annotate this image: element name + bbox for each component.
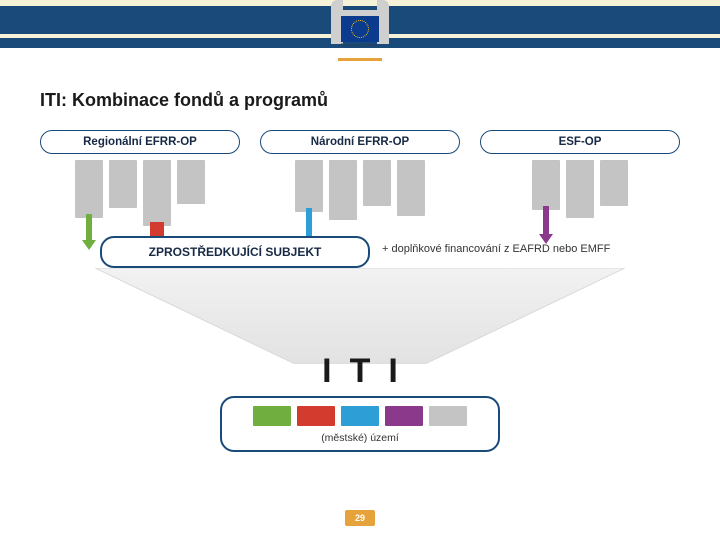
group-label: ESF-OP [480,130,680,154]
bar [600,160,628,206]
bar [329,160,357,220]
bar [363,160,391,206]
bar [75,160,103,218]
group-label: Regionální EFRR-OP [40,130,240,154]
iti-bar [429,406,467,426]
iti-box: (městské) území [220,396,500,452]
group-regional: Regionální EFRR-OP [40,130,240,230]
group-esf: ESF-OP [480,130,680,230]
bar [397,160,425,216]
supplementary-funding-note: + doplňkové financování z EAFRD nebo EMF… [382,243,610,255]
group-label: Národní EFRR-OP [260,130,460,154]
header-rays [0,0,130,48]
iti-caption: (městské) území [232,432,488,444]
funnel-shape [95,268,625,364]
bar [566,160,594,218]
group-bars [260,160,460,230]
intermediate-body-box: ZPROSTŘEDKUJÍCÍ SUBJEKT [100,236,370,268]
group-bars [480,160,680,230]
logo-accent-bar [338,58,382,61]
group-bars [40,160,240,230]
bar [177,160,205,204]
bar [143,160,171,226]
iti-bar [341,406,379,426]
bar [295,160,323,212]
slide-number: 29 [345,510,375,526]
flow-arrow [82,214,96,248]
group-national: Národní EFRR-OP [260,130,460,230]
iti-color-bars [232,406,488,426]
page-title: ITI: Kombinace fondů a programů [40,90,328,111]
bar [532,160,560,210]
iti-label: ITI [304,352,416,391]
iti-bar [385,406,423,426]
iti-bar [253,406,291,426]
bar [109,160,137,208]
iti-bar [297,406,335,426]
flow-arrow [539,206,553,248]
logo-text: Evropská komise [341,44,379,50]
eu-flag-icon [341,16,379,42]
fund-groups: Regionální EFRR-OP Národní EFRR-OP ESF-O… [40,130,680,230]
